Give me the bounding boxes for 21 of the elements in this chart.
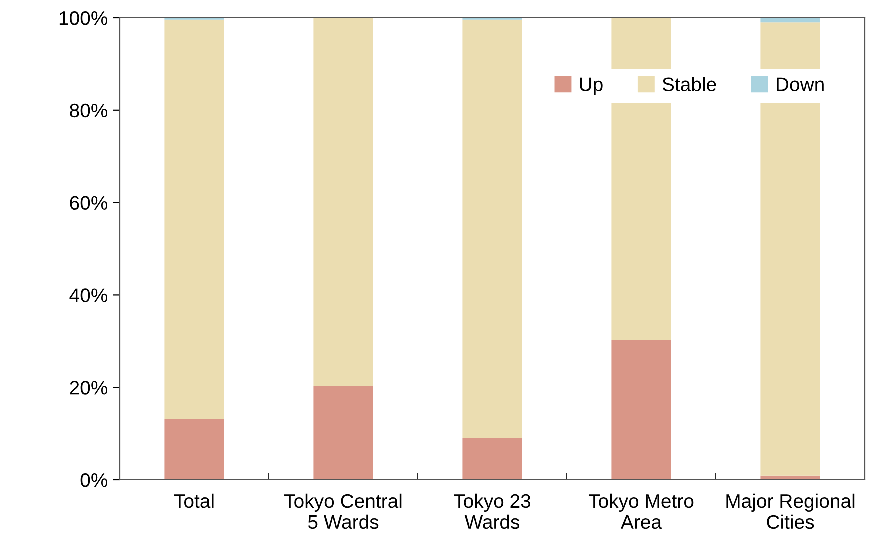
y-tick-label: 40% [70,288,108,302]
bar [314,386,374,480]
legend-label: Down [777,78,824,92]
y-tick-label: 100% [60,11,108,26]
bar [164,20,224,420]
y-tick-label: 80% [70,104,108,118]
legend-label: Up [580,78,603,96]
y-tick-label: 60% [70,196,108,210]
bar [462,438,522,480]
x-tick-label: Tokyo 23 Wards [454,494,531,530]
x-tick-label: Total [174,494,214,508]
bar [612,340,672,480]
x-tick-label: Tokyo Central 5 Wards [284,494,402,530]
y-tick-label: 20% [70,381,108,395]
bar [164,419,224,480]
bar [462,20,522,438]
legend-label: Stable [662,77,716,92]
x-tick-label: Tokyo Metro Area [588,494,694,530]
y-tick-label: 0% [80,473,108,488]
bar [314,18,374,386]
x-tick-label: Major Regional Cities [726,494,855,530]
